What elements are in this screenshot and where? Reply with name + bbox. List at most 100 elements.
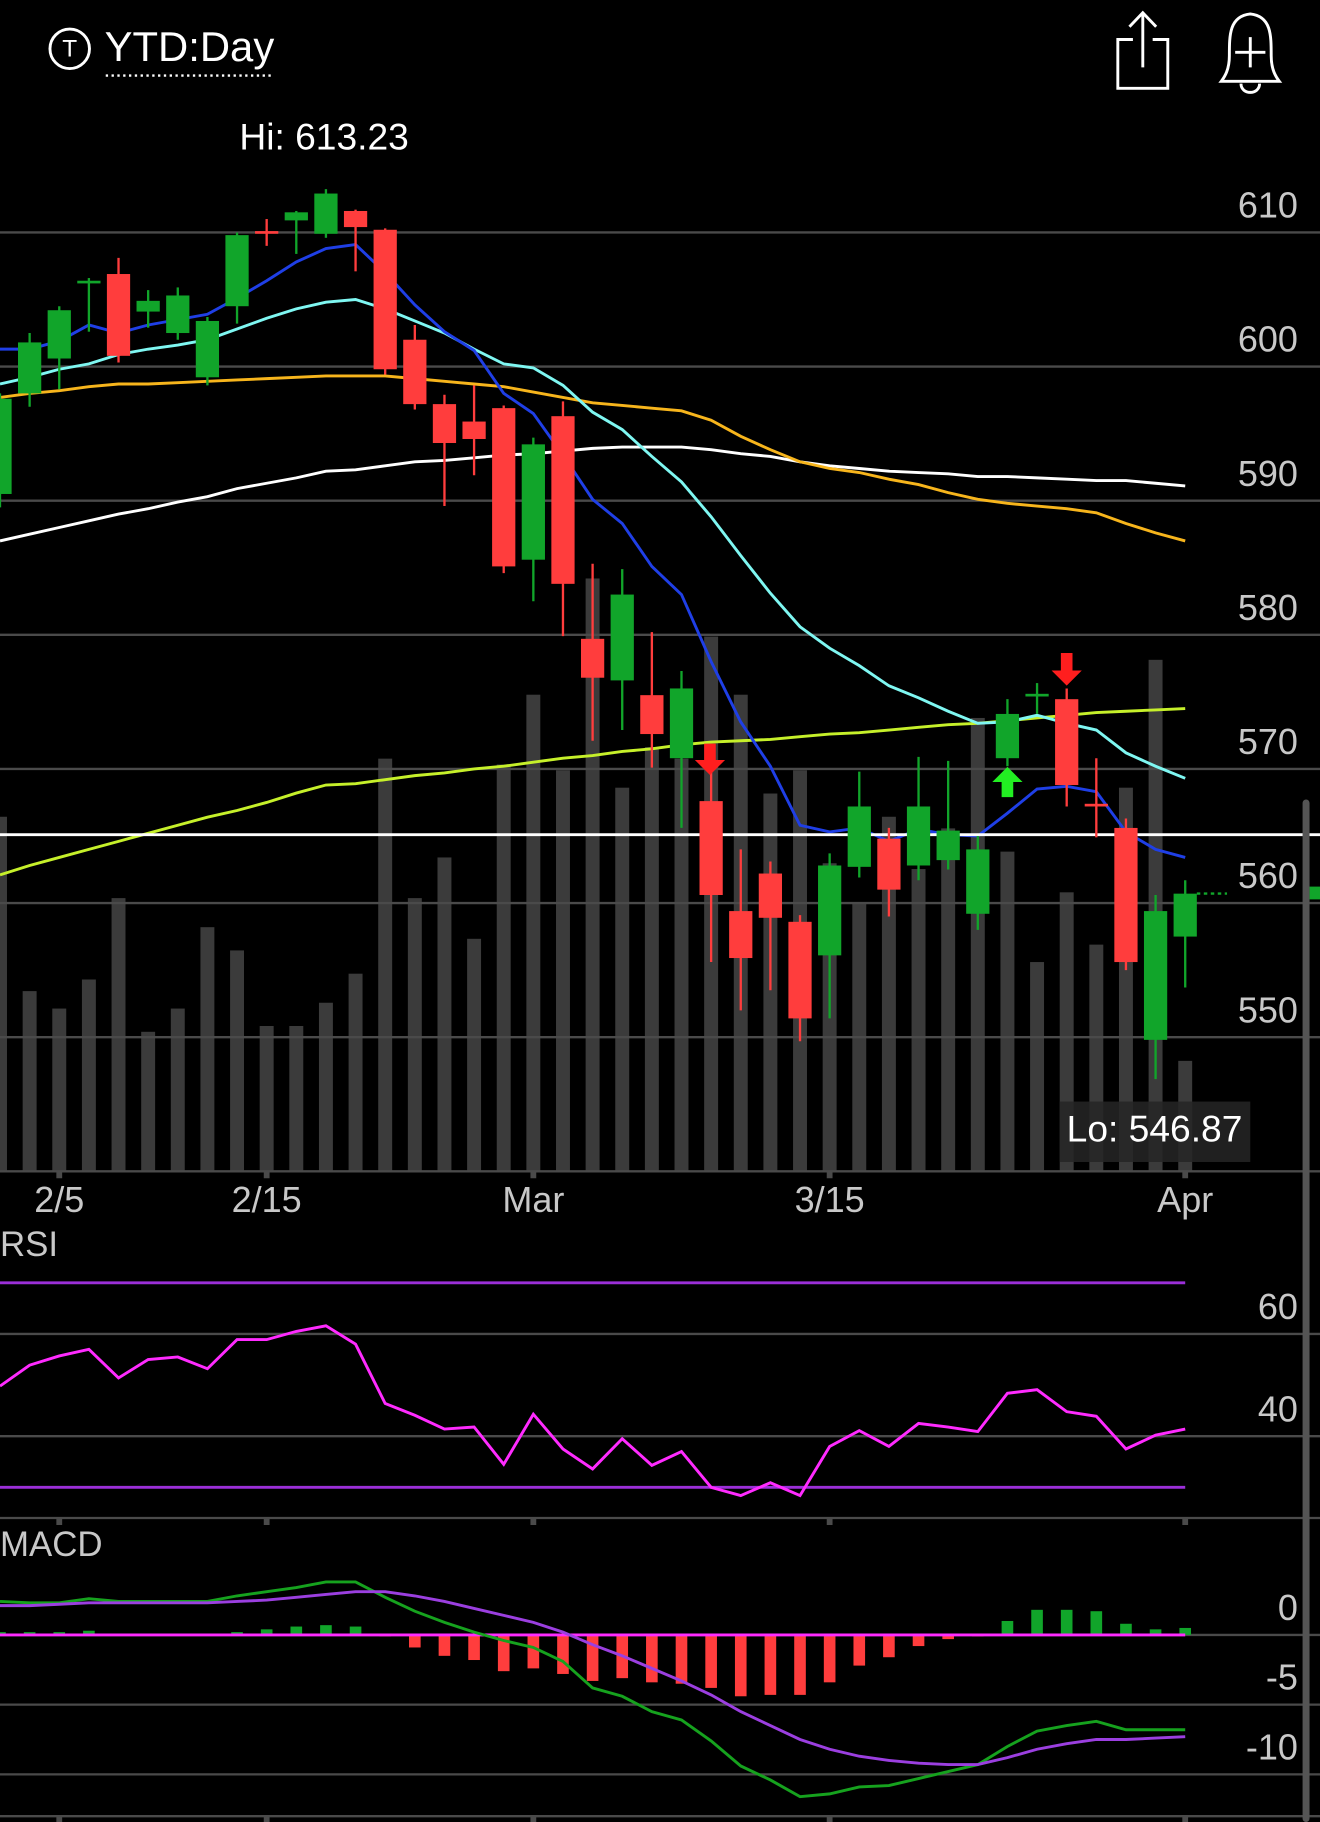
- alert-button[interactable]: [1218, 12, 1283, 94]
- candle-body: [77, 280, 101, 284]
- sell-arrow: [1051, 653, 1082, 686]
- volume-bar: [585, 578, 600, 1172]
- candle-layer: [0, 189, 1197, 1799]
- histogram-bar: [912, 1634, 925, 1647]
- volume-bar: [52, 1008, 67, 1172]
- candle-body: [966, 849, 990, 914]
- candle-body: [403, 339, 427, 405]
- low-label-box: [1059, 1101, 1251, 1162]
- histogram-bar: [1120, 1623, 1132, 1635]
- histogram-bar: [764, 1634, 777, 1695]
- candle-body: [136, 300, 160, 312]
- volume-bar: [674, 758, 689, 1172]
- volume-bar: [1030, 962, 1045, 1172]
- volume-bar: [615, 787, 630, 1172]
- volume-bar: [230, 950, 245, 1172]
- volume-bar: [1059, 892, 1074, 1172]
- volume-bar: [881, 816, 896, 1172]
- histogram-bar: [734, 1634, 747, 1697]
- histogram-bar: [409, 1634, 421, 1648]
- y-tick-label: 0: [1278, 1587, 1298, 1628]
- candle-body: [1173, 893, 1197, 937]
- y-tick-label: -5: [1266, 1657, 1298, 1698]
- candle-body: [195, 320, 220, 378]
- y-tick-label: 580: [1238, 587, 1298, 628]
- symbol-button[interactable]: T: [48, 27, 91, 71]
- x-tick-label: 2/15: [232, 1179, 302, 1220]
- candle-body: [699, 801, 723, 895]
- y-tick-label: 60: [1258, 1286, 1298, 1327]
- volume-bar: [170, 1008, 185, 1172]
- histogram-bar: [557, 1634, 569, 1674]
- y-tick-label: 610: [1238, 185, 1298, 226]
- bell: [1218, 12, 1283, 83]
- histogram-bar: [646, 1634, 658, 1683]
- histogram-bar: [675, 1634, 688, 1684]
- histogram-bar: [942, 1634, 954, 1640]
- candle-body: [432, 404, 457, 444]
- histogram-bar: [823, 1634, 836, 1683]
- histogram-bar: [527, 1634, 540, 1669]
- candle-body: [18, 342, 42, 394]
- candle-body: [610, 594, 634, 681]
- bell-clapper: [1239, 83, 1262, 94]
- candle-body: [906, 806, 931, 866]
- candle-body: [640, 695, 664, 735]
- candle-body: [818, 865, 842, 956]
- volume-bar: [644, 747, 659, 1172]
- histogram-bar: [1060, 1609, 1073, 1635]
- histogram-bar: [1001, 1620, 1014, 1635]
- volume-bar: [941, 828, 956, 1172]
- volume-bar: [22, 991, 37, 1172]
- bell-plus: [1235, 37, 1266, 68]
- badge-circle: [48, 27, 91, 71]
- period-title: YTD:Day: [105, 23, 275, 70]
- candle-body: [462, 421, 486, 439]
- volume-bar: [141, 1031, 156, 1172]
- candle-body: [788, 921, 812, 1019]
- histogram-bar: [705, 1634, 717, 1688]
- histogram-bar: [1149, 1629, 1162, 1635]
- volume-bar: [437, 857, 452, 1172]
- volume-bar: [526, 694, 541, 1172]
- low-label: Lo: 546.87: [1067, 1108, 1243, 1150]
- share-button[interactable]: [1116, 10, 1170, 90]
- scrollbar[interactable]: [1302, 799, 1310, 1822]
- histogram-bar: [349, 1626, 362, 1635]
- macd-title: MACD: [0, 1525, 103, 1564]
- high-label: Hi: 613.23: [239, 115, 408, 157]
- y-tick-label: 550: [1238, 989, 1298, 1030]
- candle-body: [1025, 693, 1049, 697]
- y-tick-label: 570: [1238, 721, 1298, 762]
- candle-body: [1055, 699, 1079, 786]
- y-tick-label: 40: [1258, 1388, 1298, 1429]
- histogram-bar: [883, 1634, 895, 1658]
- candle-body: [1084, 803, 1108, 807]
- volume-bar: [348, 973, 363, 1172]
- moving-average: [0, 374, 1186, 543]
- histogram-bar: [853, 1634, 866, 1666]
- histogram-bar: [1090, 1611, 1103, 1635]
- candle-body: [373, 229, 397, 370]
- histogram-bar: [1031, 1609, 1043, 1635]
- y-tick-label: 600: [1238, 319, 1298, 360]
- histogram-bar: [586, 1634, 599, 1681]
- candle-body: [580, 638, 605, 678]
- period-selector[interactable]: YTD:Day: [105, 23, 275, 77]
- histogram-bar: [260, 1629, 273, 1635]
- volume-bar: [911, 869, 926, 1172]
- badge: T: [62, 35, 77, 62]
- histogram-bar: [83, 1630, 95, 1635]
- candle-body: [255, 231, 279, 234]
- volume-bar: [81, 979, 96, 1172]
- sell-arrow: [694, 743, 726, 776]
- volume-bar: [0, 816, 7, 1172]
- candle-body: [995, 713, 1020, 759]
- histogram-bar: [438, 1634, 451, 1656]
- candle-body: [847, 806, 871, 867]
- candle-body: [314, 193, 338, 234]
- candle-body: [877, 838, 901, 890]
- volume-bar: [259, 1025, 274, 1172]
